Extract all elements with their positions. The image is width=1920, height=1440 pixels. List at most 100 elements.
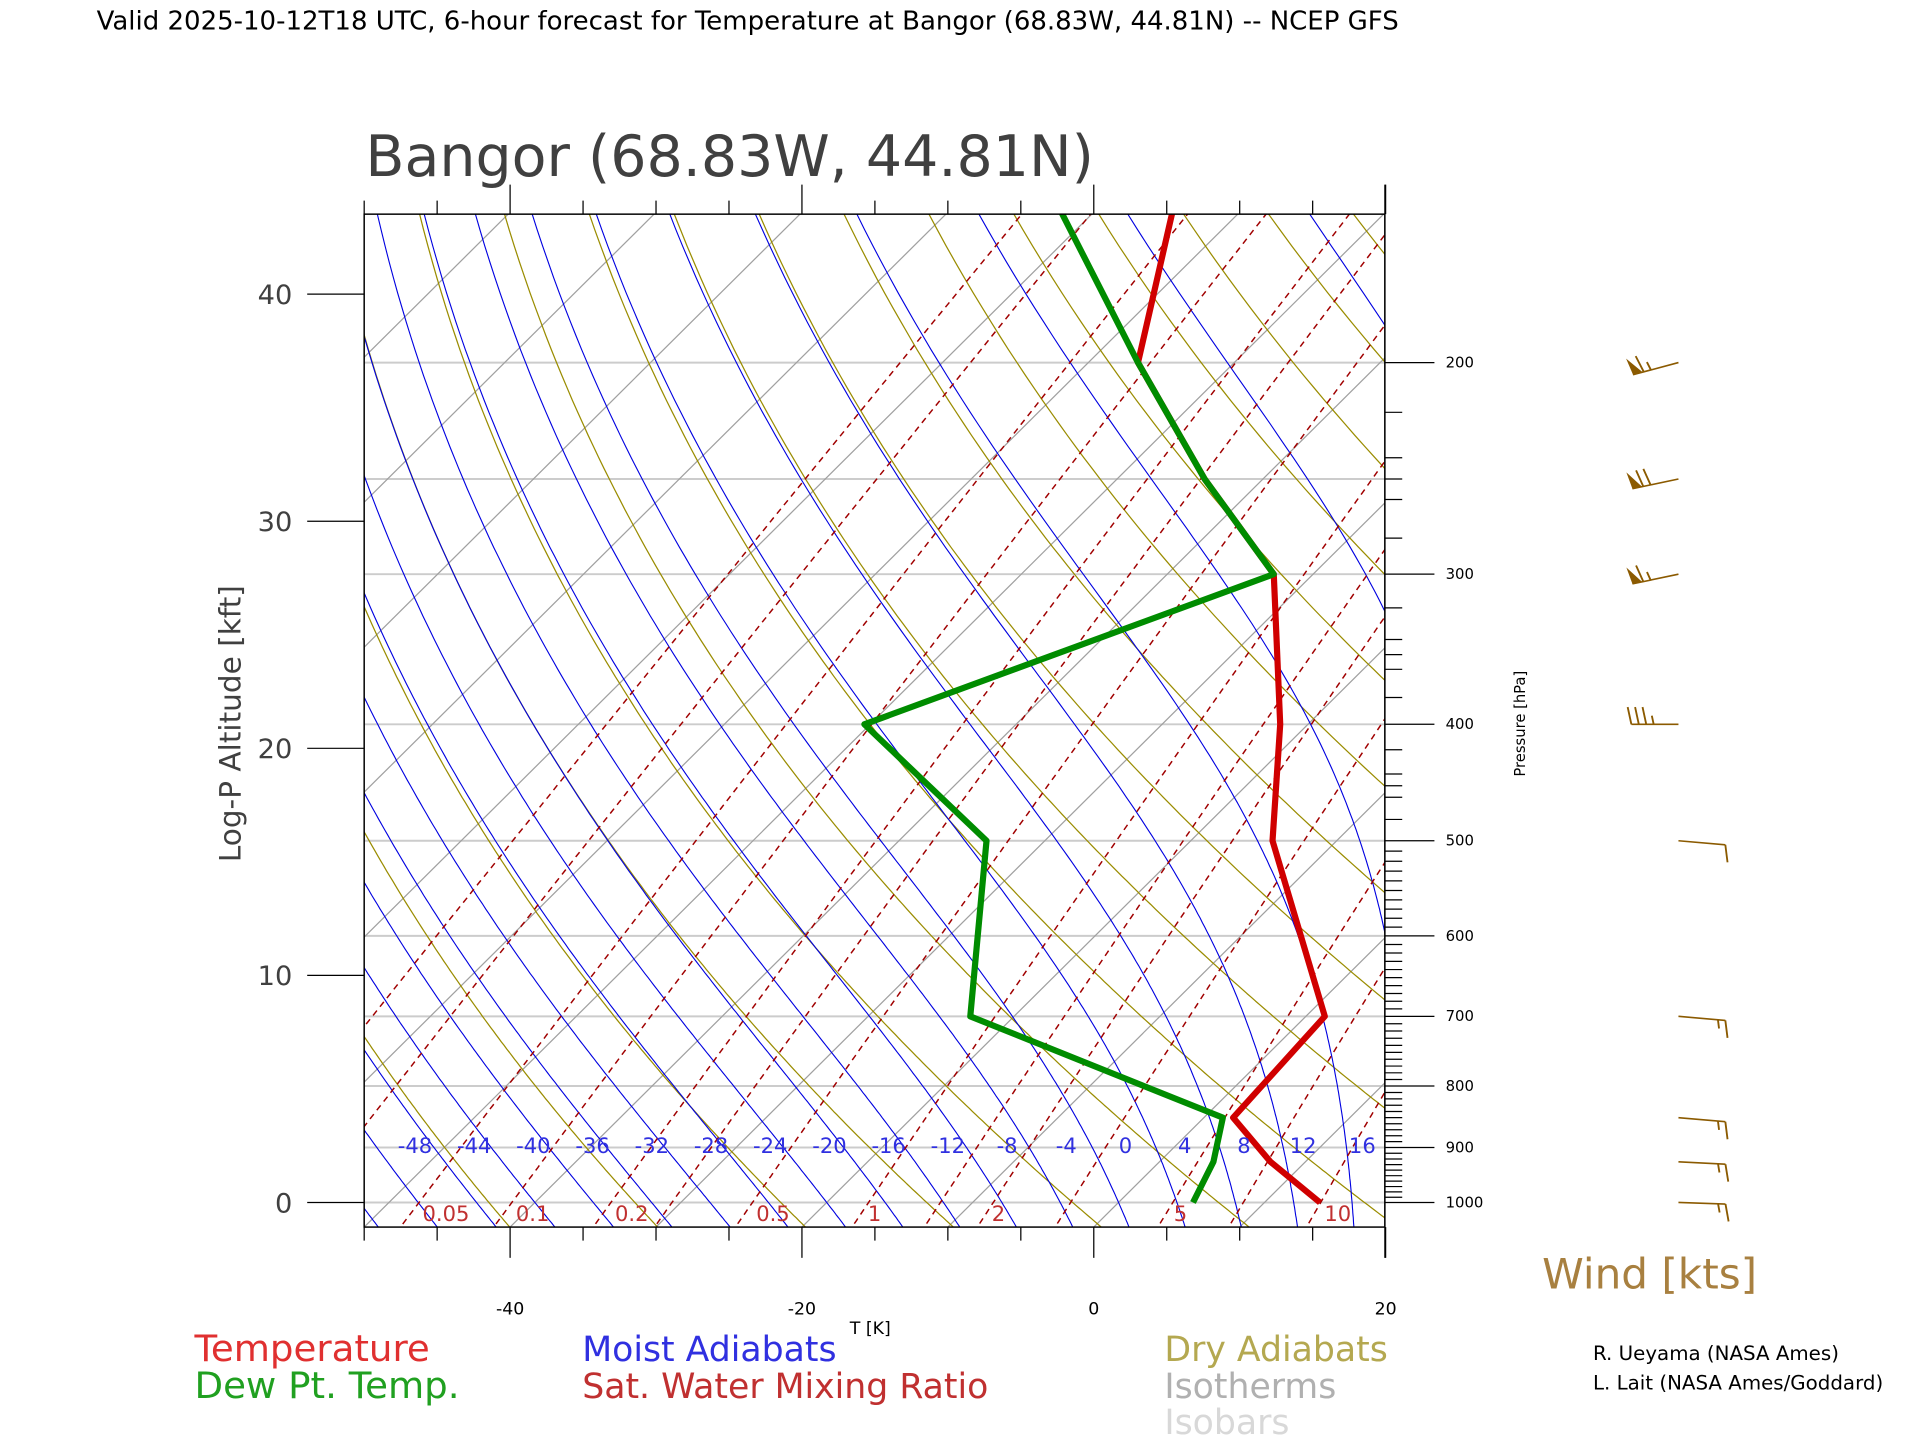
dry-adiabat-line [1492, 176, 1920, 1232]
mixing-ratio-line [1561, 176, 1920, 1232]
mixing-ratio-line [1054, 717, 1385, 1228]
legend-isotherms: Isotherms [1164, 1367, 1336, 1407]
wind-barb [1626, 706, 1679, 726]
altitude-tick-label: 20 [258, 734, 293, 765]
dry-adiabat-line [843, 214, 1385, 894]
dry-adiabat-line [1741, 176, 1920, 1232]
wind-barb-feather [1635, 565, 1645, 582]
mixing-ratio-line [492, 214, 1268, 1228]
isotherm-line [509, 357, 1385, 1228]
dry-adiabat-line [758, 214, 1385, 1001]
legend-dewpoint: Dew Pt. Temp. [194, 1364, 459, 1407]
isotherm-line [364, 214, 1385, 1228]
moist-adiabat-line [669, 214, 1242, 1228]
isotherm-line [364, 214, 655, 504]
moist-adiabat-label: -48 [398, 1134, 432, 1158]
inline-labels: -48 -44 -40 -36 -32 -28 -24 -20 -16 -12 -8 -4 0 4 8 12 1… [398, 1134, 1376, 1226]
legend-dry-adiabats: Dry Adiabats [1164, 1330, 1387, 1370]
moist-adiabat-line [364, 695, 731, 1228]
mixing-ratio-line [923, 548, 1385, 1228]
wind-barb-shaft [1678, 1015, 1726, 1022]
dry-adiabat-line [1824, 176, 1920, 1232]
pressure-tick-label: 500 [1446, 833, 1474, 850]
wind-label: Wind [kts] [1542, 1250, 1757, 1299]
credit-1: R. Ueyama (NASA Ames) [1593, 1342, 1839, 1365]
wind-barb-feather [1635, 469, 1645, 487]
wind-barb-half-feather [1646, 361, 1652, 371]
wind-barb [1626, 468, 1679, 490]
moist-adiabat-line [364, 591, 789, 1228]
mixing-ratio-label: 5 [1174, 1202, 1187, 1226]
dry-adiabat-line [1575, 176, 1920, 1232]
dry-adiabat-line [364, 1035, 511, 1228]
y-axis-label-left: Log-P Altitude [kft] [212, 585, 247, 862]
x-tick-label: 20 [1375, 1300, 1397, 1320]
moist-adiabat-label: 8 [1237, 1134, 1250, 1158]
dewpoint-line [861, 214, 1277, 1204]
mixing-ratio-line [364, 214, 1023, 1028]
moist-adiabat-line [754, 214, 1299, 1228]
mixing-ratio-line [1517, 176, 1920, 1232]
dry-adiabat-line [1658, 176, 1920, 1232]
pressure-tick-label: 900 [1446, 1139, 1474, 1156]
moist-adiabat-line [364, 966, 556, 1228]
altitude-tick-label: 10 [258, 961, 293, 992]
isotherm-line [946, 791, 1385, 1228]
isotherm-line [1238, 1081, 1385, 1228]
wind-barb-feather [1626, 706, 1633, 725]
moist-adiabat-label: -16 [871, 1134, 905, 1158]
wind-barb [1626, 565, 1679, 585]
mixing-ratio-label: 2 [992, 1202, 1005, 1226]
mixing-ratio-line [1395, 176, 1920, 1232]
pressure-tick-label: 700 [1446, 1008, 1474, 1025]
wind-barb-feather [1724, 1020, 1729, 1039]
wind-barb-half-feather [1717, 1203, 1721, 1213]
pressure-tick-label: 1000 [1446, 1194, 1484, 1211]
isotherm-line [1092, 936, 1385, 1228]
moist-adiabat-label: -8 [997, 1134, 1018, 1158]
dry-adiabat-line [1098, 214, 1385, 576]
x-tick-label: -20 [788, 1300, 816, 1320]
mixing-ratio-label: 0.2 [615, 1202, 648, 1226]
mixing-ratio-line [851, 460, 1385, 1228]
background-grid [364, 176, 1920, 1232]
isotherm-line [364, 214, 509, 359]
x-tick-label: -40 [496, 1300, 524, 1320]
pressure-tick-label: 400 [1446, 716, 1474, 733]
mixing-ratio-label: 10 [1324, 1202, 1351, 1226]
mixing-ratio-line [1227, 966, 1385, 1228]
moist-adiabat-label: -20 [812, 1134, 846, 1158]
mixing-ratio-line [1633, 176, 1920, 1232]
dry-adiabat-line [364, 605, 807, 1228]
moist-adiabat-label: 4 [1178, 1134, 1191, 1158]
wind-barb-shaft [1632, 478, 1679, 490]
mixing-ratio-line [653, 233, 1385, 1228]
wind-barb [1678, 1116, 1729, 1140]
isotherm-line [364, 214, 947, 793]
moist-adiabat-line [474, 214, 1074, 1228]
mixing-ratio-line [1157, 860, 1385, 1228]
mixing-ratio-line [734, 323, 1385, 1228]
pressure-tick-label: 200 [1446, 355, 1474, 372]
mixing-ratio-label: 0.1 [516, 1202, 549, 1226]
legend-mixing-ratio: Sat. Water Mixing Ratio [582, 1367, 988, 1407]
moist-adiabat-line [364, 473, 847, 1228]
moist-adiabat-line [595, 214, 1186, 1228]
moist-adiabat-line [376, 214, 961, 1228]
y-axis-label-right: Pressure [hPa] [1512, 671, 1529, 777]
altitude-tick-label: 0 [275, 1188, 292, 1219]
moist-adiabat-label: -36 [575, 1134, 609, 1158]
wind-barb-pennant [1626, 567, 1643, 584]
mixing-ratio-label: 0.05 [422, 1202, 469, 1226]
wind-barb-feather [1634, 706, 1640, 725]
isotherm-line [364, 214, 801, 649]
wind-barb-shaft [1632, 573, 1679, 585]
wind-barb-shaft [1678, 839, 1726, 846]
wind-barb-feather [1724, 1203, 1730, 1222]
axes: -40 -20 0 200102030402003004005006007008009… [258, 184, 1484, 1320]
mixing-ratio-label: 1 [868, 1202, 881, 1226]
dry-adiabat-line [1267, 214, 1385, 363]
wind-barb-feather [1641, 706, 1648, 725]
mixing-ratio-line [592, 214, 1351, 1228]
